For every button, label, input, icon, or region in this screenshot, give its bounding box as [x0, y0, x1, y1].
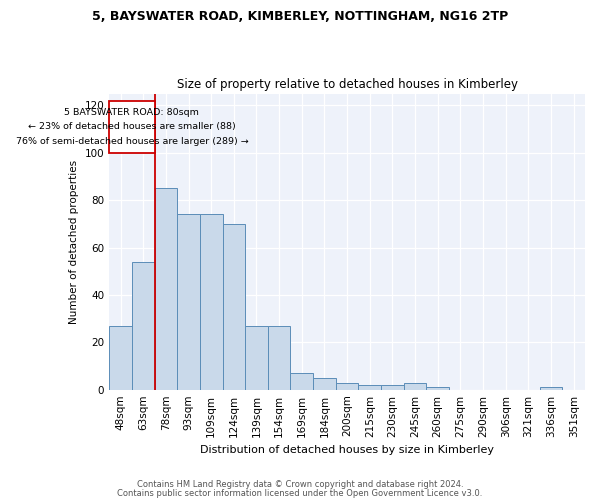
- Text: 5 BAYSWATER ROAD: 80sqm: 5 BAYSWATER ROAD: 80sqm: [64, 108, 199, 116]
- Bar: [268, 326, 290, 390]
- Bar: [109, 326, 132, 390]
- Y-axis label: Number of detached properties: Number of detached properties: [69, 160, 79, 324]
- Bar: [223, 224, 245, 390]
- Bar: [404, 382, 427, 390]
- Title: Size of property relative to detached houses in Kimberley: Size of property relative to detached ho…: [176, 78, 518, 91]
- Text: 76% of semi-detached houses are larger (289) →: 76% of semi-detached houses are larger (…: [16, 137, 248, 146]
- Bar: [381, 385, 404, 390]
- Bar: [245, 326, 268, 390]
- Bar: [539, 388, 562, 390]
- Bar: [358, 385, 381, 390]
- Bar: [177, 214, 200, 390]
- Text: Contains public sector information licensed under the Open Government Licence v3: Contains public sector information licen…: [118, 488, 482, 498]
- X-axis label: Distribution of detached houses by size in Kimberley: Distribution of detached houses by size …: [200, 445, 494, 455]
- Bar: [336, 382, 358, 390]
- Text: ← 23% of detached houses are smaller (88): ← 23% of detached houses are smaller (88…: [28, 122, 236, 131]
- Bar: [290, 373, 313, 390]
- Bar: [200, 214, 223, 390]
- FancyBboxPatch shape: [109, 100, 155, 153]
- Bar: [155, 188, 177, 390]
- Bar: [132, 262, 155, 390]
- Bar: [313, 378, 336, 390]
- Bar: [427, 388, 449, 390]
- Text: 5, BAYSWATER ROAD, KIMBERLEY, NOTTINGHAM, NG16 2TP: 5, BAYSWATER ROAD, KIMBERLEY, NOTTINGHAM…: [92, 10, 508, 23]
- Text: Contains HM Land Registry data © Crown copyright and database right 2024.: Contains HM Land Registry data © Crown c…: [137, 480, 463, 489]
